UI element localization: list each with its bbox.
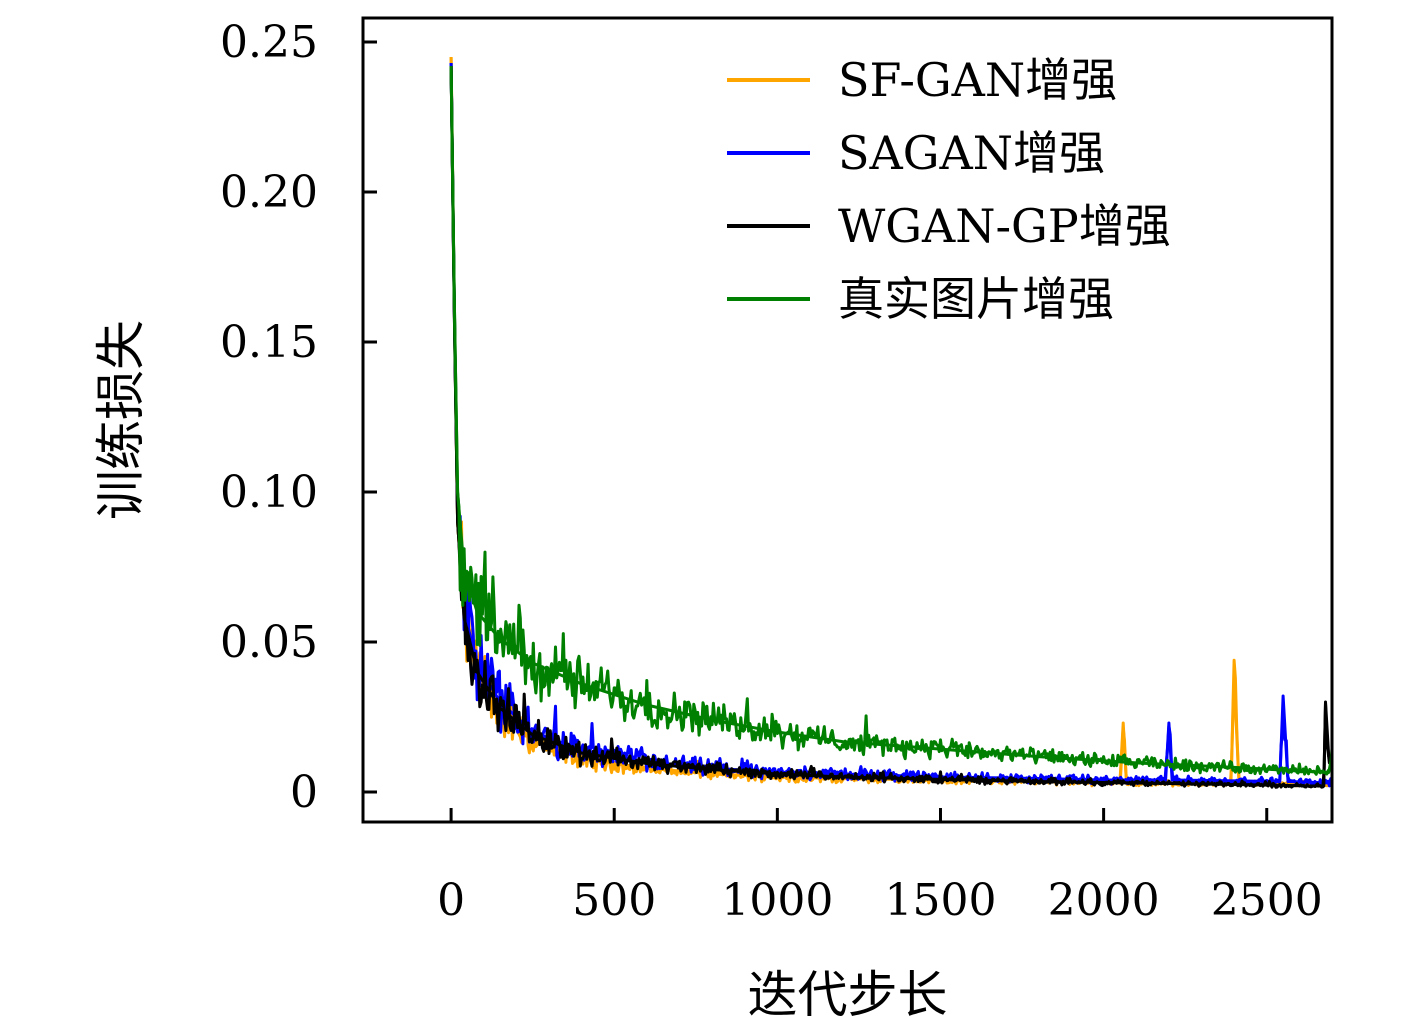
axis-ticks: 0 500 1000 1500 2000 2500 0 0.05 0.10 0.15 0.20 0.2… <box>220 17 1323 926</box>
series-line-3 <box>449 65 1334 789</box>
x-tick-label: 2500 <box>1211 875 1323 926</box>
series-trend-3 <box>449 65 1334 788</box>
y-axis-title: 训练损失 <box>92 320 150 520</box>
y-tick-label: 0.10 <box>220 467 318 518</box>
x-tick-label: 1500 <box>884 875 996 926</box>
legend-label: WGAN-GP增强 <box>838 199 1171 253</box>
y-tick-label: 0.20 <box>220 167 318 218</box>
y-tick-label: 0.15 <box>220 317 318 368</box>
x-tick-label: 0 <box>437 875 465 926</box>
legend-label: SAGAN增强 <box>838 126 1105 180</box>
series-layer <box>449 56 1334 789</box>
series-trend-4 <box>449 65 1334 774</box>
legend-label: SF-GAN增强 <box>838 53 1117 107</box>
y-tick-label: 0.05 <box>220 617 318 668</box>
y-tick-label: 0 <box>290 767 318 818</box>
y-tick-label: 0.25 <box>220 17 318 68</box>
x-tick-label: 2000 <box>1048 875 1160 926</box>
legend-label: 真实图片增强 <box>838 272 1114 326</box>
plot-frame <box>361 16 1334 824</box>
x-tick-label: 500 <box>572 875 656 926</box>
x-tick-label: 1000 <box>721 875 833 926</box>
x-axis-title: 迭代步长 <box>748 966 948 1024</box>
